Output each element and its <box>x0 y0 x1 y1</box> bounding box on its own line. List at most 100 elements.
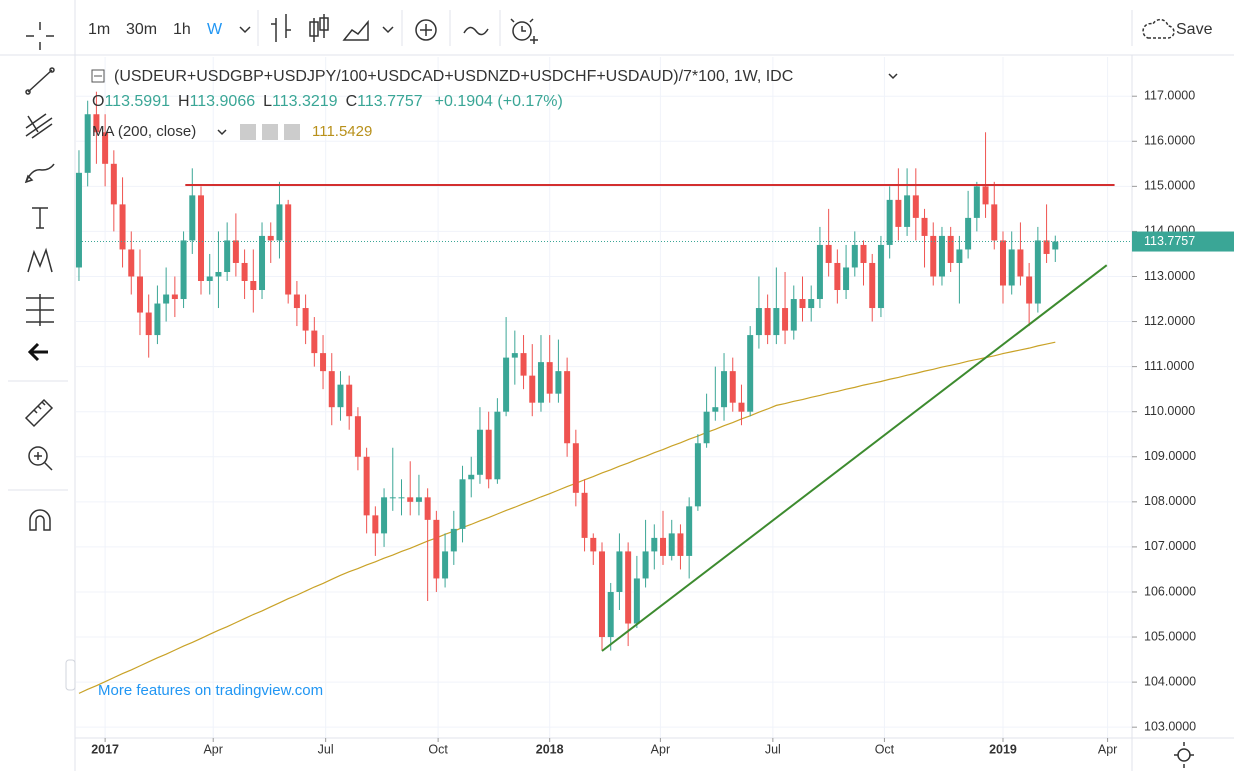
ma-settings[interactable] <box>262 124 278 140</box>
alert-detail <box>510 18 538 44</box>
candle-body <box>276 204 283 241</box>
candle-body <box>154 303 161 336</box>
interval-30m[interactable]: 30m <box>126 21 157 38</box>
candle-body <box>389 497 396 499</box>
candle-body <box>407 497 414 502</box>
style-dropdown[interactable] <box>382 26 394 34</box>
interval-1m[interactable]: 1m <box>88 21 110 38</box>
ohlc-value: 113.9066 <box>190 93 256 110</box>
candle-body <box>119 204 126 250</box>
ma-remove[interactable] <box>284 124 300 140</box>
candle-body <box>232 240 239 263</box>
candle-body <box>198 195 205 281</box>
trend-line <box>601 264 1108 652</box>
symbol-dropdown[interactable] <box>888 73 898 80</box>
interval-1h[interactable]: 1h <box>173 21 191 38</box>
zoom-detail <box>34 452 53 471</box>
candle-body <box>764 308 771 336</box>
ohlc-value: 113.5991 <box>104 93 170 110</box>
candle-body <box>1008 249 1015 286</box>
candle-body <box>1052 241 1059 250</box>
candle-body <box>145 312 152 336</box>
interval-w[interactable]: W <box>207 21 223 38</box>
ma-visibility[interactable] <box>240 124 256 140</box>
x-tick-label: Jul <box>318 742 334 756</box>
brush-tool[interactable] <box>24 163 55 184</box>
last-price-tag <box>1132 231 1234 252</box>
collapse-handle[interactable] <box>65 659 76 691</box>
change-value: +0.1904 (+0.17%) <box>435 93 563 110</box>
save-button[interactable]: Save <box>1176 21 1213 38</box>
candle-body <box>511 353 518 358</box>
alert-icon[interactable] <box>512 21 532 41</box>
candle-body <box>904 195 911 227</box>
last-price-label: 113.7757 <box>1144 234 1195 248</box>
candles-icon[interactable] <box>309 14 329 42</box>
pattern-tool[interactable] <box>27 247 53 273</box>
bars-icon[interactable] <box>271 14 291 42</box>
ohlc-value: 113.7757 <box>357 93 423 110</box>
prediction-tool[interactable] <box>26 294 54 326</box>
candle-body <box>808 299 815 309</box>
candle-body <box>485 429 492 480</box>
candle-body <box>442 551 449 579</box>
candle-body <box>598 551 605 638</box>
indicator-icon[interactable] <box>415 19 437 41</box>
candle-body <box>991 204 998 241</box>
candle-body <box>476 429 483 475</box>
measure-tool[interactable] <box>24 398 54 428</box>
candle-body <box>285 204 292 295</box>
candle-body <box>799 299 806 309</box>
legend: (USDEUR+USDGBP+USDJPY/100+USDCAD+USDNZD+… <box>91 68 898 140</box>
candle-body <box>75 172 82 268</box>
promo-link[interactable]: More features on tradingview.com <box>98 682 323 699</box>
collapse-icon[interactable] <box>91 69 105 83</box>
candle-body <box>747 335 754 412</box>
candle-body <box>625 551 632 624</box>
candle-body <box>825 244 832 263</box>
y-tick-label: 115.0000 <box>1144 179 1195 193</box>
compare-icon[interactable] <box>463 26 489 36</box>
candle-body <box>102 132 109 164</box>
y-tick-label: 110.0000 <box>1144 404 1195 418</box>
candle-body <box>1034 240 1041 304</box>
candle-body <box>520 353 527 376</box>
hide-toolbar[interactable] <box>27 342 48 362</box>
save-icon[interactable] <box>1142 18 1175 39</box>
magnet-tool[interactable] <box>29 509 51 531</box>
candle-body <box>337 384 344 408</box>
candle-body <box>712 407 719 412</box>
interval-dropdown[interactable] <box>239 26 251 34</box>
trendline-tool[interactable] <box>27 69 53 93</box>
candle-body <box>572 443 579 493</box>
crosshair-tool[interactable] <box>26 22 54 50</box>
candle-body <box>973 186 980 218</box>
zoom-tool[interactable] <box>28 446 48 466</box>
candle-body <box>816 244 823 300</box>
candle-body <box>694 443 701 507</box>
area-icon[interactable] <box>342 19 369 41</box>
candle-body <box>590 537 597 552</box>
candle-body <box>259 235 266 291</box>
plot-area <box>75 57 1132 738</box>
candle-body <box>921 217 928 236</box>
ma-dropdown[interactable] <box>217 129 227 136</box>
candle-body <box>616 551 623 592</box>
y-tick-label: 117.0000 <box>1144 89 1195 103</box>
indicator-plus <box>420 24 432 36</box>
settings-icon[interactable] <box>1174 742 1194 768</box>
text-tool[interactable] <box>32 207 48 229</box>
candle-body <box>320 353 327 372</box>
fib-tool[interactable] <box>25 113 53 139</box>
ohlc-value: 113.3219 <box>272 93 338 110</box>
y-tick-label: 105.0000 <box>1144 629 1196 643</box>
candle-body <box>721 371 728 408</box>
ma-value: 111.5429 <box>312 123 372 140</box>
candle-body <box>529 375 536 403</box>
candle-body <box>930 235 937 277</box>
symbol-title: (USDEUR+USDGBP+USDJPY/100+USDCAD+USDNZD+… <box>114 68 793 85</box>
x-tick-label: Apr <box>651 742 670 756</box>
candle-body <box>415 497 422 502</box>
trendline-node <box>49 67 55 73</box>
candle-body <box>895 199 902 227</box>
